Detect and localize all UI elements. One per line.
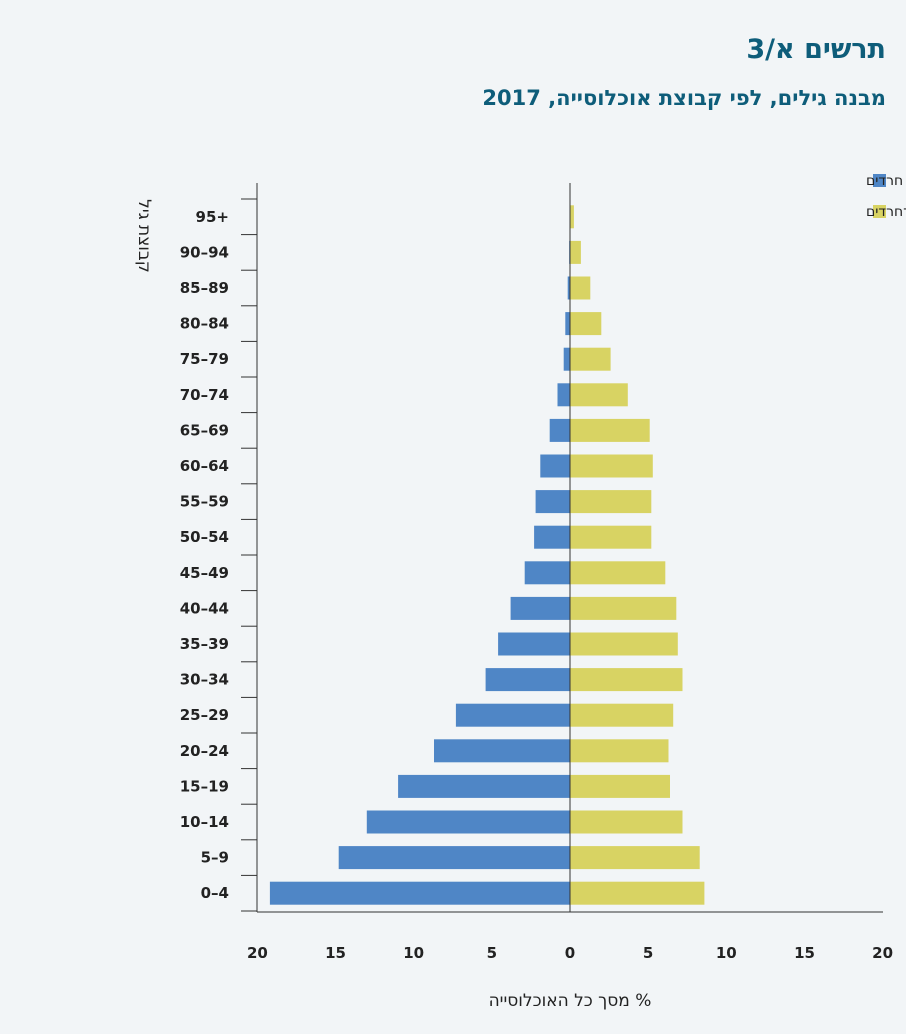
x-tick-label: 5 (487, 944, 497, 962)
legend-label-haredim: חרדים (866, 173, 903, 189)
category-label: 80–84 (180, 315, 229, 333)
bar-left-35–39 (498, 632, 570, 656)
bar-left-40–44 (510, 596, 570, 620)
bar-left-70–74 (557, 383, 570, 407)
axes-group (241, 183, 883, 913)
chart-title: תרשים א/3 (746, 34, 886, 65)
legend: חרדים יהודים ואחרים לא־חרדים (866, 173, 906, 220)
chart-subtitle: מבנה גילים, לפי קבוצת אוכלוסייה, 2017 (482, 86, 886, 110)
bar-right-10–14 (570, 810, 683, 834)
legend-swatch-non-haredi (873, 205, 886, 218)
bar-right-55–59 (570, 490, 652, 514)
legend-swatch-haredim (873, 174, 886, 187)
category-label: 65–69 (180, 421, 229, 439)
bar-left-5–9 (338, 846, 570, 870)
category-label: 85–89 (180, 279, 229, 297)
category-label: 60–64 (180, 457, 229, 475)
bar-right-50–54 (570, 525, 652, 549)
bar-left-55–59 (535, 490, 570, 514)
category-label: 15–19 (180, 777, 229, 795)
x-tick-label: 5 (643, 944, 653, 962)
bar-left-45–49 (524, 561, 570, 585)
bar-right-70–74 (570, 383, 628, 407)
x-tick-label: 10 (716, 944, 737, 962)
bar-left-10–14 (366, 810, 570, 834)
category-label: 25–29 (180, 706, 229, 724)
x-tick-label: 20 (247, 944, 268, 962)
category-label: 10–14 (180, 813, 229, 831)
bar-left-25–29 (455, 703, 570, 727)
category-label: 35–39 (180, 635, 229, 653)
bar-right-15–19 (570, 774, 670, 798)
category-label: 30–34 (180, 671, 229, 689)
bar-right-45–49 (570, 561, 666, 585)
x-tick-label: 10 (403, 944, 424, 962)
bar-right-65–69 (570, 418, 650, 442)
x-tick-label: 15 (325, 944, 346, 962)
category-label: 40–44 (180, 599, 229, 617)
legend-label-non-haredi: יהודים ואחרים לא־חרדים (866, 204, 906, 220)
bar-left-65–69 (549, 418, 570, 442)
bar-right-75–79 (570, 347, 611, 371)
x-tick-label: 15 (794, 944, 815, 962)
category-label: 95+ (196, 208, 229, 226)
bar-left-20–24 (434, 739, 570, 763)
category-label: 0–4 (201, 884, 229, 902)
category-label: 20–24 (180, 742, 229, 760)
category-label: 90–94 (180, 243, 229, 261)
category-label: 70–74 (180, 386, 229, 404)
x-tick-label: 20 (872, 944, 893, 962)
bar-right-60–64 (570, 454, 653, 478)
bar-right-85–89 (570, 276, 591, 300)
bar-right-80–84 (570, 312, 602, 336)
x-tick-label: 0 (565, 944, 575, 962)
bar-right-5–9 (570, 846, 700, 870)
bar-left-60–64 (540, 454, 570, 478)
x-tick-labels: 20 15 10 5 0 5 10 15 20 (247, 944, 893, 962)
category-label: 50–54 (180, 528, 229, 546)
bar-right-95+ (570, 205, 574, 229)
bar-right-35–39 (570, 632, 678, 656)
bar-left-0–4 (269, 881, 570, 905)
category-label: 5–9 (201, 849, 229, 867)
bars-group (269, 205, 705, 905)
bar-left-75–79 (563, 347, 570, 371)
bar-left-30–34 (485, 668, 570, 692)
bar-left-15–19 (398, 774, 570, 798)
y-axis-title: קבוצת גיל (134, 199, 154, 273)
x-axis-title: % מסך כל האוכלוסייה (489, 991, 652, 1011)
bar-left-50–54 (534, 525, 570, 549)
category-label: 75–79 (180, 350, 229, 368)
bar-right-40–44 (570, 596, 677, 620)
bar-right-30–34 (570, 668, 683, 692)
bar-left-80–84 (565, 312, 570, 336)
category-label: 55–59 (180, 493, 229, 511)
bar-right-25–29 (570, 703, 674, 727)
category-labels: 0–4 5–9 10–14 15–19 20–24 25–29 30–34 35–39 40–4… (180, 208, 229, 902)
bar-right-20–24 (570, 739, 669, 763)
bar-left-85–89 (567, 276, 570, 300)
bar-right-90–94 (570, 240, 581, 264)
bar-right-0–4 (570, 881, 705, 905)
category-label: 45–49 (180, 564, 229, 582)
